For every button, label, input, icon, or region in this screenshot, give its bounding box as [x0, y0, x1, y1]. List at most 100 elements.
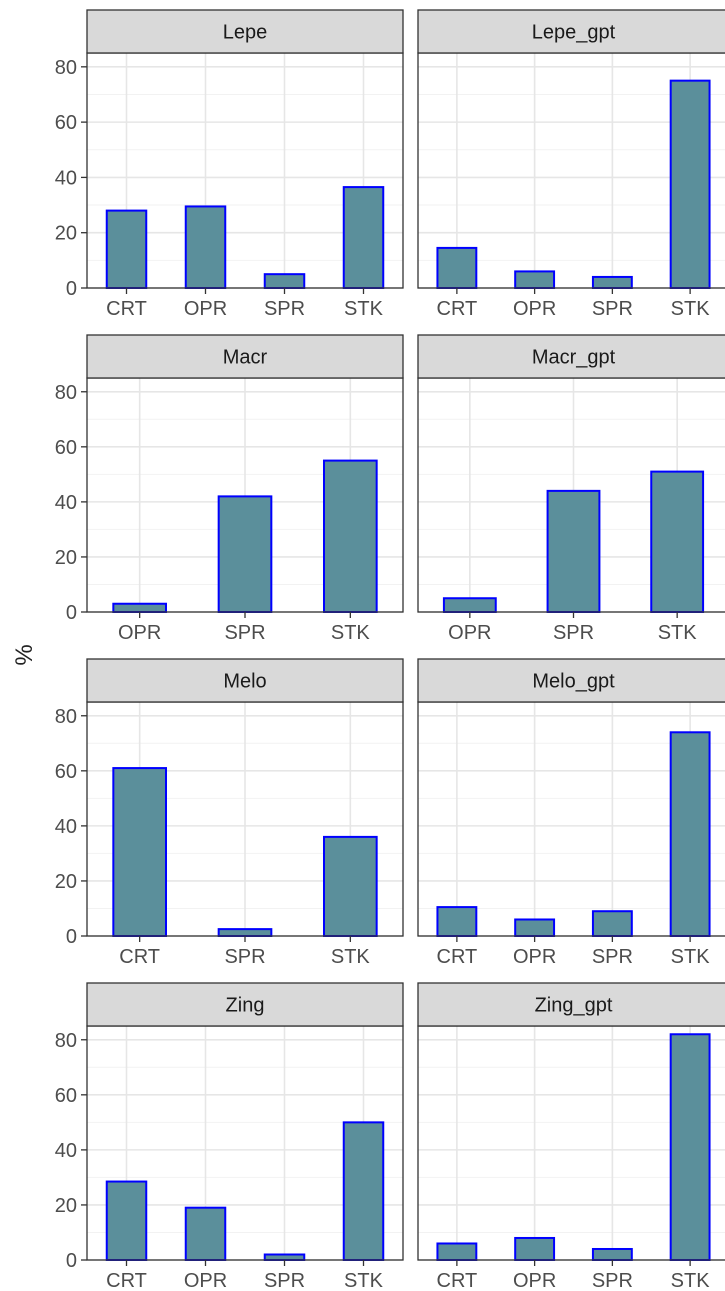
- y-tick-label: 40: [55, 492, 77, 514]
- strip-title: Macr_gpt: [532, 347, 616, 369]
- y-tick-label: 0: [66, 602, 77, 624]
- x-tick-label: STK: [671, 1270, 711, 1291]
- strip-background: [417, 982, 725, 1027]
- bar-crt: [105, 1180, 148, 1261]
- bar-spr: [591, 910, 633, 937]
- x-tick-label: SPR: [592, 1270, 633, 1291]
- y-tick-label: 40: [55, 167, 77, 189]
- bar-crt: [436, 246, 478, 289]
- x-tick-label: OPR: [448, 622, 491, 644]
- bar-spr: [263, 1253, 306, 1262]
- x-tick-label: STK: [671, 298, 711, 320]
- x-tick-label: CRT: [437, 298, 478, 320]
- x-tick-label: SPR: [553, 622, 594, 644]
- x-tick-label: OPR: [513, 298, 556, 320]
- bar-stk: [342, 186, 385, 290]
- x-tick-label: OPR: [513, 946, 556, 968]
- x-tick-label: OPR: [118, 622, 161, 644]
- strip-background: [86, 982, 404, 1027]
- panel-melo-gpt: Melo_gpt CRT OPR SPR STK: [417, 658, 725, 968]
- bar-opr: [184, 1206, 227, 1261]
- bar-stk: [650, 470, 705, 613]
- x-tick-label: CRT: [106, 1270, 147, 1291]
- bar-spr: [263, 273, 306, 290]
- x-tick-label: STK: [671, 946, 711, 968]
- x-tick-label: SPR: [592, 298, 633, 320]
- bar-opr: [184, 205, 227, 289]
- y-tick-label: 80: [55, 1030, 77, 1052]
- x-tick-label: CRT: [119, 946, 160, 968]
- x-tick-label: STK: [344, 1270, 384, 1291]
- strip-background: [417, 9, 725, 54]
- strip-background: [86, 9, 404, 54]
- x-tick-label: STK: [344, 298, 384, 320]
- strip-background: [417, 658, 725, 703]
- strip-title: Melo: [223, 671, 266, 693]
- bar-opr: [514, 1236, 556, 1261]
- bar-spr: [546, 489, 601, 613]
- strip-title: Zing: [226, 995, 265, 1017]
- y-tick-label: 20: [55, 547, 77, 569]
- y-tick-label: 60: [55, 437, 77, 459]
- y-tick-label: 80: [55, 57, 77, 79]
- y-tick-label: 60: [55, 761, 77, 783]
- x-tick-label: SPR: [264, 298, 305, 320]
- strip-background: [86, 334, 404, 379]
- panel-lepe: Lepe CRT OPR SPR STK 0 20 40 60 80: [55, 9, 404, 320]
- bar-opr: [112, 602, 168, 613]
- bar-crt: [436, 906, 478, 937]
- panel-melo: Melo CRT SPR STK 0 20 40 60 80: [55, 658, 404, 968]
- bar-stk: [669, 731, 711, 937]
- y-tick-label: 80: [55, 706, 77, 728]
- bar-crt: [105, 209, 148, 290]
- x-tick-label: CRT: [106, 298, 147, 320]
- strip-title: Lepe_gpt: [532, 22, 616, 44]
- y-tick-label: 40: [55, 816, 77, 838]
- panel-macr: Macr OPR SPR STK 0 20 40 60 80: [55, 334, 404, 644]
- y-tick-label: 0: [66, 1250, 77, 1272]
- y-tick-label: 0: [66, 926, 77, 948]
- bar-stk: [323, 835, 378, 937]
- strip-background: [417, 334, 725, 379]
- y-axis-label: %: [11, 644, 38, 665]
- x-tick-label: OPR: [184, 298, 227, 320]
- x-tick-label: OPR: [184, 1270, 227, 1291]
- bar-opr: [514, 918, 556, 938]
- y-tick-label: 20: [55, 1195, 77, 1217]
- y-tick-label: 20: [55, 223, 77, 245]
- x-tick-label: SPR: [224, 946, 265, 968]
- y-tick-label: 0: [66, 278, 77, 300]
- bar-spr: [217, 495, 273, 613]
- y-tick-label: 20: [55, 871, 77, 893]
- strip-background: [86, 658, 404, 703]
- x-tick-label: STK: [331, 622, 371, 644]
- panel-zing-gpt: Zing_gpt CRT OPR SPR STK: [417, 982, 725, 1291]
- x-tick-label: STK: [331, 946, 371, 968]
- strip-title: Lepe: [223, 22, 268, 44]
- bar-spr: [591, 275, 633, 289]
- bar-stk: [342, 1121, 385, 1261]
- x-tick-label: STK: [658, 622, 698, 644]
- bar-crt: [112, 767, 168, 938]
- strip-title: Melo_gpt: [532, 671, 615, 693]
- x-tick-label: CRT: [437, 1270, 478, 1291]
- bar-stk: [669, 1033, 711, 1261]
- x-tick-label: SPR: [592, 946, 633, 968]
- bar-opr: [514, 270, 556, 290]
- panel-macr-gpt: Macr_gpt OPR SPR STK: [417, 334, 725, 644]
- x-tick-label: OPR: [513, 1270, 556, 1291]
- x-tick-label: CRT: [437, 946, 478, 968]
- panel-lepe-gpt: Lepe_gpt CRT OPR SPR STK: [417, 9, 725, 320]
- strip-title: Zing_gpt: [535, 995, 613, 1017]
- bar-crt: [436, 1242, 478, 1261]
- y-tick-label: 40: [55, 1140, 77, 1162]
- bar-stk: [669, 79, 711, 289]
- bar-stk: [323, 459, 378, 613]
- x-tick-label: SPR: [264, 1270, 305, 1291]
- bar-spr: [591, 1247, 633, 1262]
- bar-spr: [217, 928, 273, 938]
- panel-zing: Zing CRT OPR SPR STK 0 20 40 60 80: [55, 982, 404, 1291]
- y-tick-label: 60: [55, 1085, 77, 1107]
- strip-title: Macr: [223, 347, 268, 369]
